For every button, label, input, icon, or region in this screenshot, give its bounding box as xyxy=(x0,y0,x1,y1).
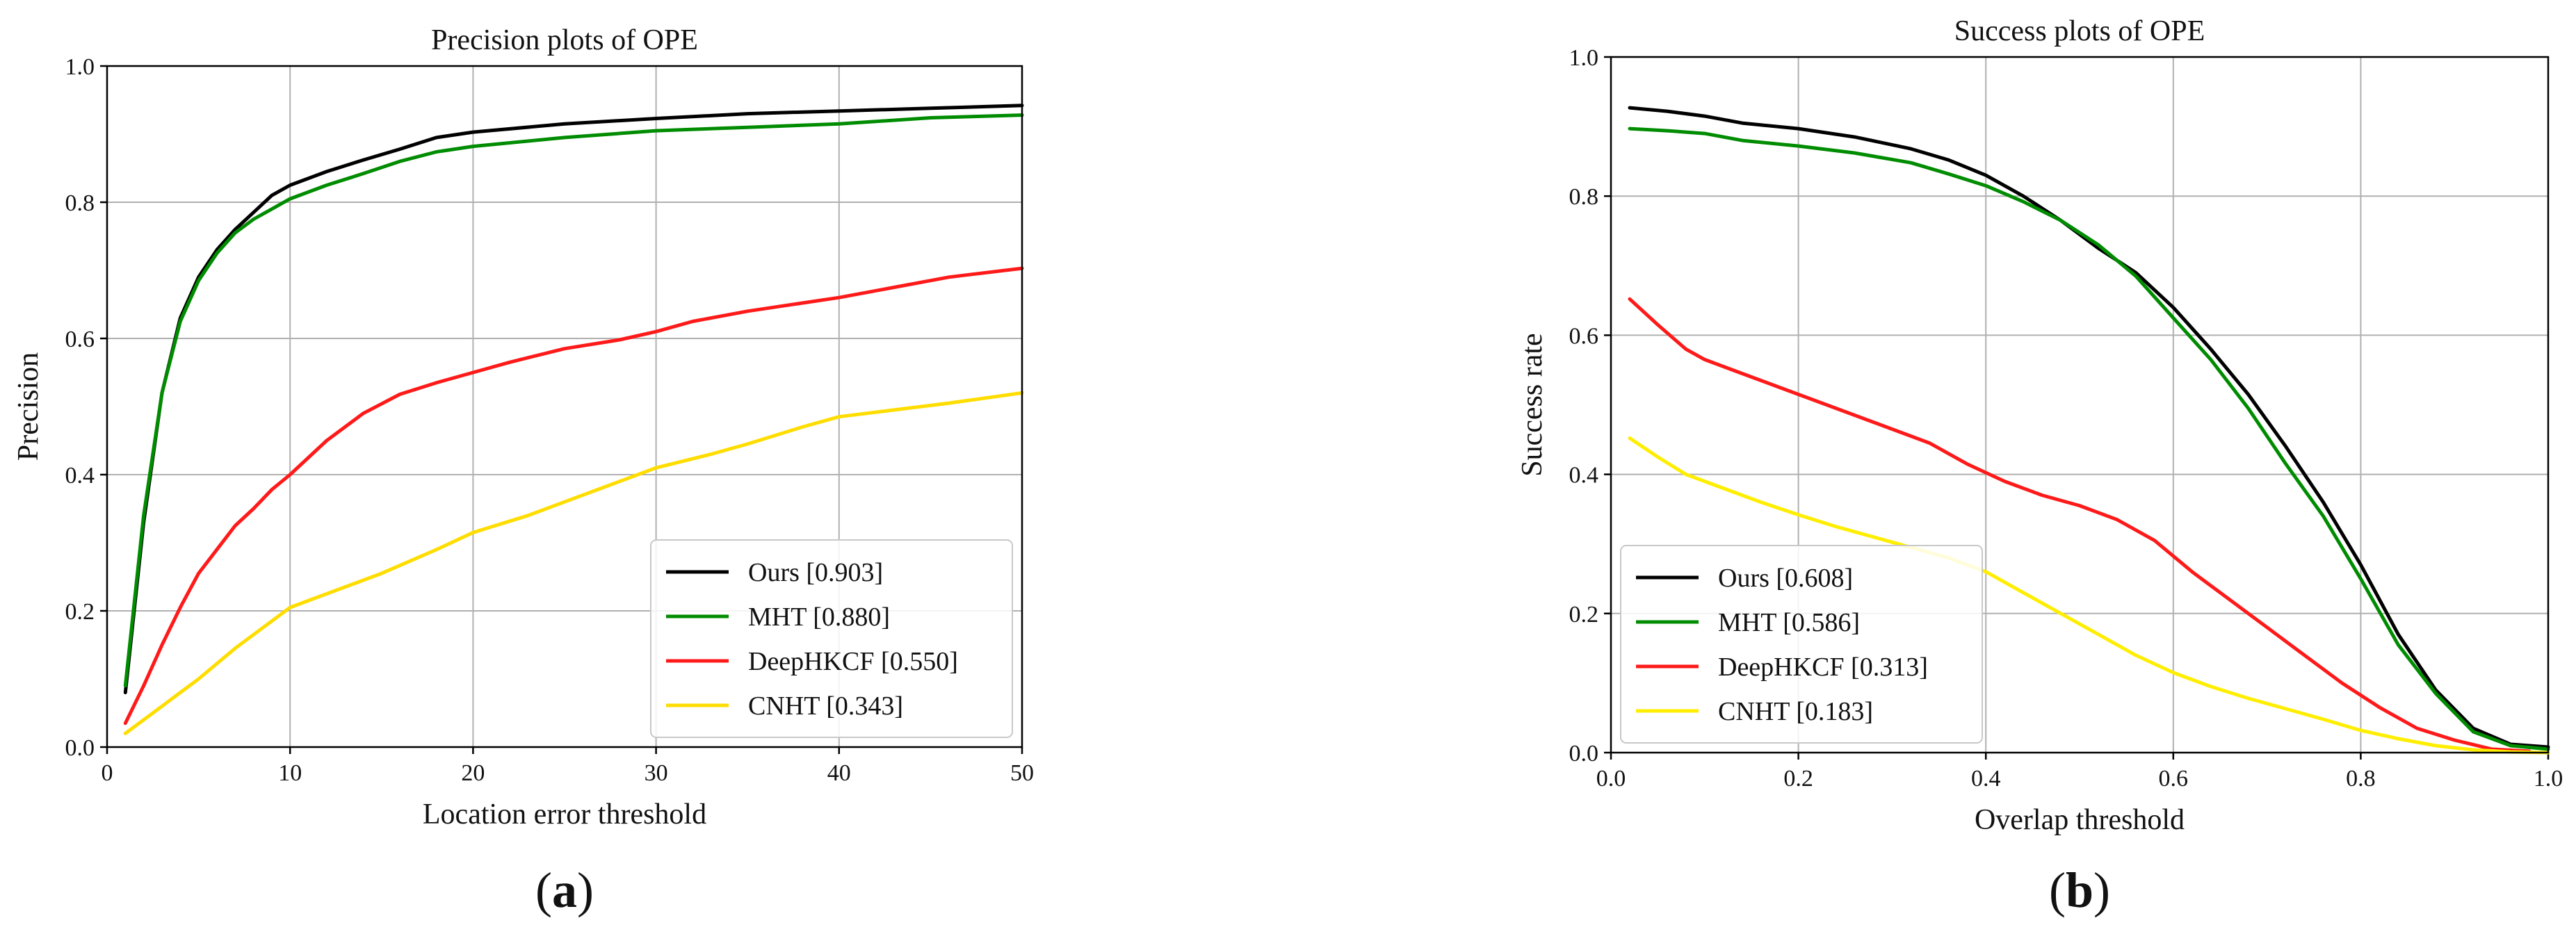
precision-chart: 0 10 20 30 40 50 0.0 0.2 0.4 0.6 0.8 1.0 Precision p… xyxy=(13,24,1034,918)
precision-xtick-label: 30 xyxy=(645,760,668,786)
precision-legend-label: Ours [0.903] xyxy=(748,558,883,587)
success-legend-label: Ours [0.608] xyxy=(1718,564,1853,593)
precision-legend-box xyxy=(650,539,1013,738)
precision-legend-label: DeepHKCF [0.550] xyxy=(748,647,958,676)
success-ytick-label: 0.2 xyxy=(1569,602,1599,628)
precision-ytick-label: 0.0 xyxy=(65,735,95,761)
precision-ytick-label: 0.6 xyxy=(65,327,95,352)
precision-plot-frame xyxy=(106,65,1023,748)
precision-legend-label: CNHT [0.343] xyxy=(748,691,903,721)
precision-legend-label: MHT [0.880] xyxy=(748,603,890,632)
precision-ytick-label: 0.2 xyxy=(65,599,95,625)
precision-xaxis-label: Location error threshold xyxy=(423,798,706,830)
success-ytick-label: 0.6 xyxy=(1569,323,1599,349)
success-legend-label: DeepHKCF [0.313] xyxy=(1718,653,1928,682)
success-series-deephkcf-line xyxy=(1628,297,2532,753)
success-series-cnht-line xyxy=(1628,436,2550,755)
success-yaxis-label: Success rate xyxy=(1516,333,1548,476)
precision-xtick-label: 10 xyxy=(278,760,302,786)
precision-ytick-label: 1.0 xyxy=(65,54,95,80)
success-xtick-label: 0.4 xyxy=(1971,766,2001,792)
precision-chart-title: Precision plots of OPE xyxy=(431,24,698,56)
success-series-mht-line xyxy=(1628,126,2550,751)
success-plot-frame xyxy=(1610,56,2550,754)
precision-xtick-label: 40 xyxy=(827,760,851,786)
success-legend-box xyxy=(1620,545,1983,744)
success-xtick-label: 0.2 xyxy=(1783,766,1813,792)
success-xtick-label: 0.0 xyxy=(1596,766,1626,792)
success-legend-label: MHT [0.586] xyxy=(1718,608,1860,637)
success-xtick-label: 1.0 xyxy=(2534,766,2563,792)
precision-caption: (a) xyxy=(535,862,594,918)
success-xaxis-label: Overlap threshold xyxy=(1975,804,2185,836)
success-xtick-label: 0.6 xyxy=(2159,766,2189,792)
success-xtick-label: 0.8 xyxy=(2346,766,2376,792)
precision-xtick-label: 0 xyxy=(102,760,113,786)
success-caption: (b) xyxy=(2049,862,2110,918)
success-ytick-label: 1.0 xyxy=(1569,45,1599,71)
precision-xtick-label: 50 xyxy=(1010,760,1034,786)
success-legend-label: CNHT [0.183] xyxy=(1718,697,1873,726)
success-chart: 0.0 0.2 0.4 0.6 0.8 1.0 0.0 0.2 0.4 0.6 0.8 1.0 Succ… xyxy=(1516,15,2563,918)
precision-yaxis-label: Precision xyxy=(13,352,44,461)
precision-series-cnht-line xyxy=(123,391,1024,735)
success-legend: Ours [0.608] MHT [0.586] DeepHKCF [0.313] C… xyxy=(1620,545,1983,744)
precision-ytick-label: 0.4 xyxy=(65,463,95,489)
precision-series-deephkcf-line xyxy=(123,266,1024,726)
precision-xtick-label: 20 xyxy=(461,760,485,786)
success-ytick-label: 0.4 xyxy=(1569,463,1599,489)
success-ytick-label: 0.8 xyxy=(1569,184,1599,210)
precision-legend: Ours [0.903] MHT [0.880] DeepHKCF [0.550] C… xyxy=(650,539,1013,738)
success-chart-title: Success plots of OPE xyxy=(1954,15,2205,47)
success-ytick-label: 0.0 xyxy=(1569,741,1599,767)
precision-series-mht-line xyxy=(123,113,1024,688)
precision-ytick-label: 0.8 xyxy=(65,190,95,216)
